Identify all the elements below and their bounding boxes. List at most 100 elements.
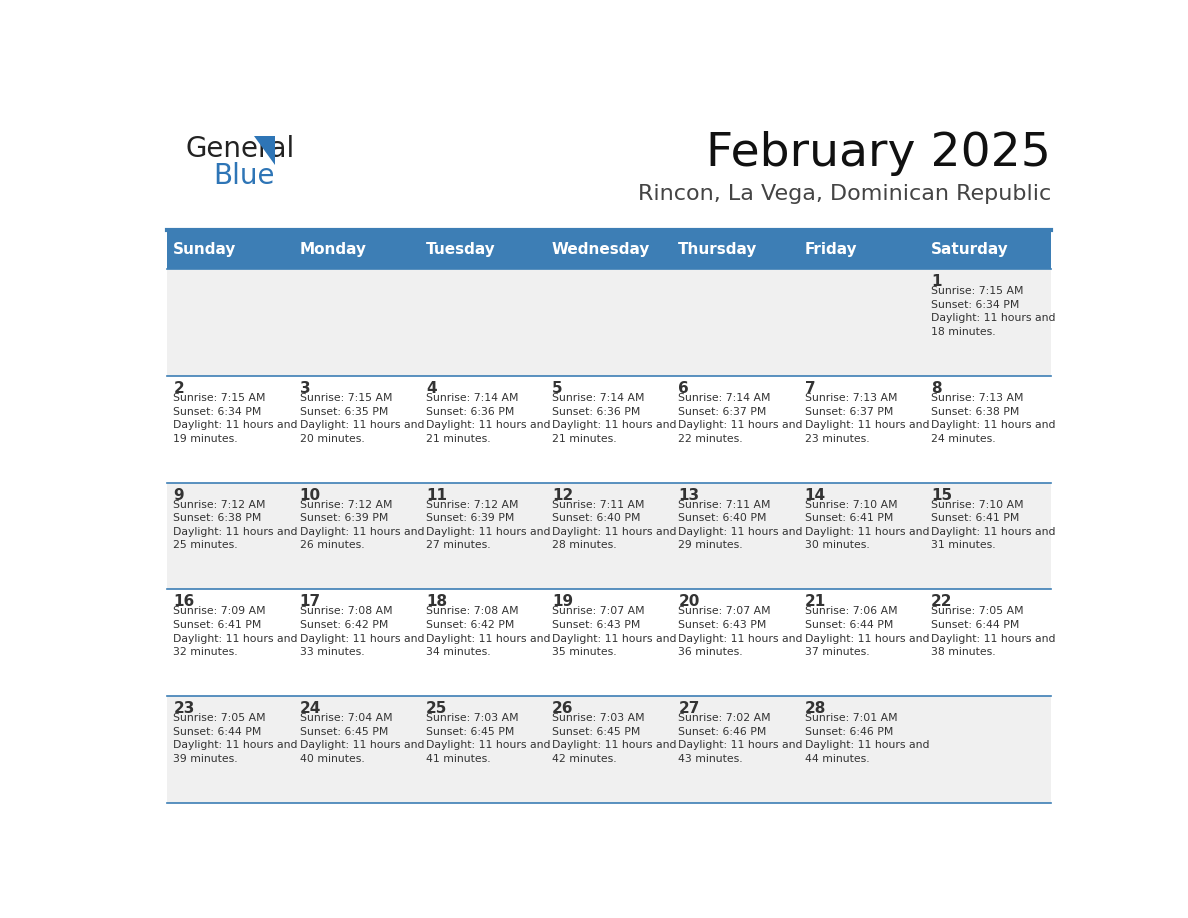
FancyBboxPatch shape <box>166 589 293 696</box>
FancyBboxPatch shape <box>545 230 672 269</box>
FancyBboxPatch shape <box>798 589 924 696</box>
Text: Sunrise: 7:05 AM
Sunset: 6:44 PM
Daylight: 11 hours and
39 minutes.: Sunrise: 7:05 AM Sunset: 6:44 PM Dayligh… <box>173 713 298 764</box>
Text: 12: 12 <box>552 487 574 503</box>
Text: 2: 2 <box>173 381 184 396</box>
Text: Sunrise: 7:07 AM
Sunset: 6:43 PM
Daylight: 11 hours and
36 minutes.: Sunrise: 7:07 AM Sunset: 6:43 PM Dayligh… <box>678 607 803 657</box>
FancyBboxPatch shape <box>419 589 545 696</box>
Text: 22: 22 <box>931 594 953 610</box>
Text: 5: 5 <box>552 381 563 396</box>
FancyBboxPatch shape <box>419 230 545 269</box>
Text: 10: 10 <box>299 487 321 503</box>
FancyBboxPatch shape <box>545 376 672 483</box>
Text: Sunrise: 7:03 AM
Sunset: 6:45 PM
Daylight: 11 hours and
42 minutes.: Sunrise: 7:03 AM Sunset: 6:45 PM Dayligh… <box>552 713 677 764</box>
Text: Sunrise: 7:06 AM
Sunset: 6:44 PM
Daylight: 11 hours and
37 minutes.: Sunrise: 7:06 AM Sunset: 6:44 PM Dayligh… <box>804 607 929 657</box>
FancyBboxPatch shape <box>166 483 293 589</box>
FancyBboxPatch shape <box>166 696 293 803</box>
Polygon shape <box>254 136 274 164</box>
FancyBboxPatch shape <box>672 376 798 483</box>
Text: Sunrise: 7:15 AM
Sunset: 6:34 PM
Daylight: 11 hours and
19 minutes.: Sunrise: 7:15 AM Sunset: 6:34 PM Dayligh… <box>173 393 298 443</box>
Text: 7: 7 <box>804 381 815 396</box>
Text: Sunrise: 7:13 AM
Sunset: 6:37 PM
Daylight: 11 hours and
23 minutes.: Sunrise: 7:13 AM Sunset: 6:37 PM Dayligh… <box>804 393 929 443</box>
Text: 15: 15 <box>931 487 952 503</box>
FancyBboxPatch shape <box>545 269 672 376</box>
FancyBboxPatch shape <box>924 269 1051 376</box>
Text: 21: 21 <box>804 594 826 610</box>
Text: Sunrise: 7:10 AM
Sunset: 6:41 PM
Daylight: 11 hours and
31 minutes.: Sunrise: 7:10 AM Sunset: 6:41 PM Dayligh… <box>931 499 1055 551</box>
FancyBboxPatch shape <box>293 269 419 376</box>
FancyBboxPatch shape <box>293 589 419 696</box>
Text: Sunrise: 7:12 AM
Sunset: 6:39 PM
Daylight: 11 hours and
26 minutes.: Sunrise: 7:12 AM Sunset: 6:39 PM Dayligh… <box>299 499 424 551</box>
Text: Sunrise: 7:11 AM
Sunset: 6:40 PM
Daylight: 11 hours and
28 minutes.: Sunrise: 7:11 AM Sunset: 6:40 PM Dayligh… <box>552 499 677 551</box>
Text: Sunrise: 7:08 AM
Sunset: 6:42 PM
Daylight: 11 hours and
34 minutes.: Sunrise: 7:08 AM Sunset: 6:42 PM Dayligh… <box>425 607 550 657</box>
FancyBboxPatch shape <box>419 269 545 376</box>
Text: Sunrise: 7:02 AM
Sunset: 6:46 PM
Daylight: 11 hours and
43 minutes.: Sunrise: 7:02 AM Sunset: 6:46 PM Dayligh… <box>678 713 803 764</box>
Text: 3: 3 <box>299 381 310 396</box>
Text: 16: 16 <box>173 594 195 610</box>
FancyBboxPatch shape <box>672 483 798 589</box>
FancyBboxPatch shape <box>166 230 293 269</box>
FancyBboxPatch shape <box>419 696 545 803</box>
FancyBboxPatch shape <box>924 376 1051 483</box>
Text: 23: 23 <box>173 701 195 716</box>
FancyBboxPatch shape <box>924 483 1051 589</box>
Text: 27: 27 <box>678 701 700 716</box>
FancyBboxPatch shape <box>293 376 419 483</box>
Text: 1: 1 <box>931 274 941 289</box>
Text: Wednesday: Wednesday <box>552 242 650 257</box>
FancyBboxPatch shape <box>293 230 419 269</box>
Text: Tuesday: Tuesday <box>425 242 495 257</box>
Text: 18: 18 <box>425 594 447 610</box>
Text: Sunrise: 7:04 AM
Sunset: 6:45 PM
Daylight: 11 hours and
40 minutes.: Sunrise: 7:04 AM Sunset: 6:45 PM Dayligh… <box>299 713 424 764</box>
Text: Friday: Friday <box>804 242 858 257</box>
FancyBboxPatch shape <box>798 230 924 269</box>
Text: Sunrise: 7:12 AM
Sunset: 6:39 PM
Daylight: 11 hours and
27 minutes.: Sunrise: 7:12 AM Sunset: 6:39 PM Dayligh… <box>425 499 550 551</box>
FancyBboxPatch shape <box>293 483 419 589</box>
Text: 9: 9 <box>173 487 184 503</box>
Text: Rincon, La Vega, Dominican Republic: Rincon, La Vega, Dominican Republic <box>638 185 1051 205</box>
Text: Sunday: Sunday <box>173 242 236 257</box>
FancyBboxPatch shape <box>545 589 672 696</box>
Text: Sunrise: 7:11 AM
Sunset: 6:40 PM
Daylight: 11 hours and
29 minutes.: Sunrise: 7:11 AM Sunset: 6:40 PM Dayligh… <box>678 499 803 551</box>
Text: 19: 19 <box>552 594 574 610</box>
FancyBboxPatch shape <box>672 230 798 269</box>
Text: Sunrise: 7:08 AM
Sunset: 6:42 PM
Daylight: 11 hours and
33 minutes.: Sunrise: 7:08 AM Sunset: 6:42 PM Dayligh… <box>299 607 424 657</box>
Text: 20: 20 <box>678 594 700 610</box>
Text: Sunrise: 7:14 AM
Sunset: 6:37 PM
Daylight: 11 hours and
22 minutes.: Sunrise: 7:14 AM Sunset: 6:37 PM Dayligh… <box>678 393 803 443</box>
FancyBboxPatch shape <box>798 483 924 589</box>
Text: Thursday: Thursday <box>678 242 758 257</box>
Text: 6: 6 <box>678 381 689 396</box>
Text: Sunrise: 7:10 AM
Sunset: 6:41 PM
Daylight: 11 hours and
30 minutes.: Sunrise: 7:10 AM Sunset: 6:41 PM Dayligh… <box>804 499 929 551</box>
Text: Blue: Blue <box>213 162 274 190</box>
Text: Saturday: Saturday <box>931 242 1009 257</box>
FancyBboxPatch shape <box>293 696 419 803</box>
Text: 8: 8 <box>931 381 942 396</box>
FancyBboxPatch shape <box>672 269 798 376</box>
Text: Sunrise: 7:15 AM
Sunset: 6:34 PM
Daylight: 11 hours and
18 minutes.: Sunrise: 7:15 AM Sunset: 6:34 PM Dayligh… <box>931 286 1055 337</box>
Text: 25: 25 <box>425 701 447 716</box>
Text: 11: 11 <box>425 487 447 503</box>
Text: 17: 17 <box>299 594 321 610</box>
FancyBboxPatch shape <box>419 376 545 483</box>
FancyBboxPatch shape <box>924 589 1051 696</box>
FancyBboxPatch shape <box>798 376 924 483</box>
Text: 4: 4 <box>425 381 436 396</box>
Text: Sunrise: 7:14 AM
Sunset: 6:36 PM
Daylight: 11 hours and
21 minutes.: Sunrise: 7:14 AM Sunset: 6:36 PM Dayligh… <box>552 393 677 443</box>
Text: Sunrise: 7:13 AM
Sunset: 6:38 PM
Daylight: 11 hours and
24 minutes.: Sunrise: 7:13 AM Sunset: 6:38 PM Dayligh… <box>931 393 1055 443</box>
FancyBboxPatch shape <box>798 696 924 803</box>
Text: Sunrise: 7:14 AM
Sunset: 6:36 PM
Daylight: 11 hours and
21 minutes.: Sunrise: 7:14 AM Sunset: 6:36 PM Dayligh… <box>425 393 550 443</box>
Text: Sunrise: 7:07 AM
Sunset: 6:43 PM
Daylight: 11 hours and
35 minutes.: Sunrise: 7:07 AM Sunset: 6:43 PM Dayligh… <box>552 607 677 657</box>
FancyBboxPatch shape <box>545 696 672 803</box>
FancyBboxPatch shape <box>419 483 545 589</box>
Text: Sunrise: 7:05 AM
Sunset: 6:44 PM
Daylight: 11 hours and
38 minutes.: Sunrise: 7:05 AM Sunset: 6:44 PM Dayligh… <box>931 607 1055 657</box>
FancyBboxPatch shape <box>545 483 672 589</box>
FancyBboxPatch shape <box>924 230 1051 269</box>
Text: February 2025: February 2025 <box>706 131 1051 176</box>
Text: Sunrise: 7:09 AM
Sunset: 6:41 PM
Daylight: 11 hours and
32 minutes.: Sunrise: 7:09 AM Sunset: 6:41 PM Dayligh… <box>173 607 298 657</box>
FancyBboxPatch shape <box>924 696 1051 803</box>
Text: 24: 24 <box>299 701 321 716</box>
Text: Sunrise: 7:01 AM
Sunset: 6:46 PM
Daylight: 11 hours and
44 minutes.: Sunrise: 7:01 AM Sunset: 6:46 PM Dayligh… <box>804 713 929 764</box>
FancyBboxPatch shape <box>166 376 293 483</box>
FancyBboxPatch shape <box>798 269 924 376</box>
Text: Sunrise: 7:03 AM
Sunset: 6:45 PM
Daylight: 11 hours and
41 minutes.: Sunrise: 7:03 AM Sunset: 6:45 PM Dayligh… <box>425 713 550 764</box>
Text: General: General <box>185 135 295 162</box>
